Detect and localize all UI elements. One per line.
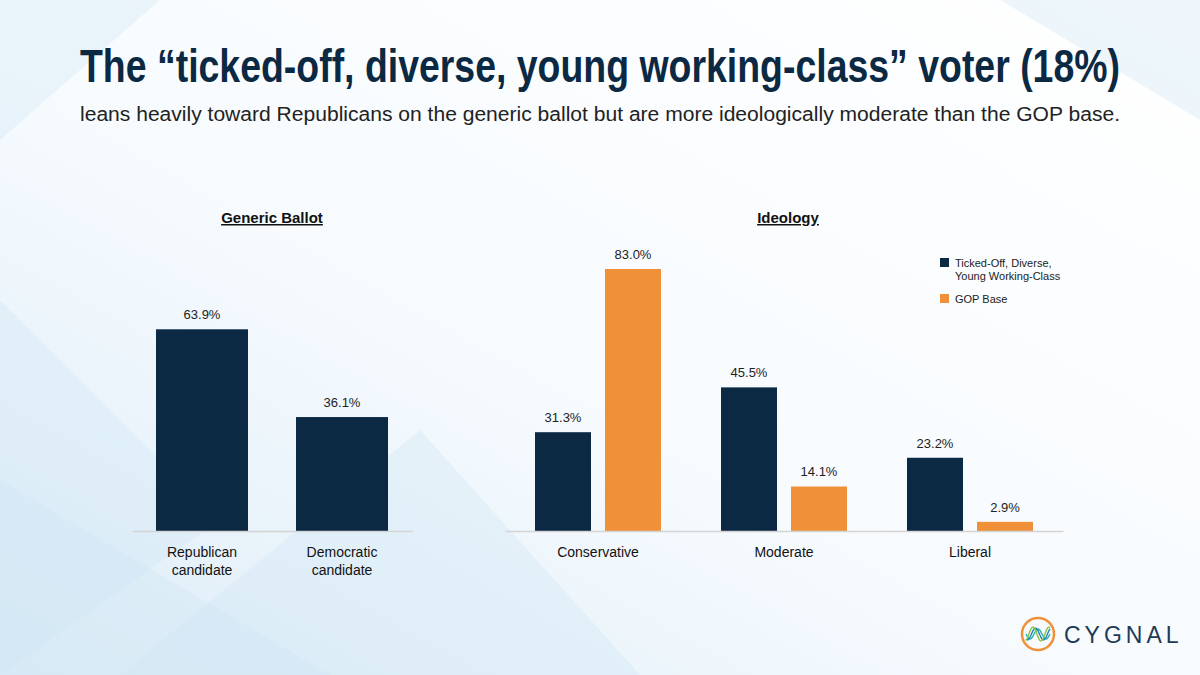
data-label: 36.1% xyxy=(324,395,361,410)
chart: Generic Ballot 63.9% 36.1% Republican candid… xyxy=(133,209,413,578)
bar xyxy=(721,387,777,531)
data-labels: 31.3% 45.5% 23.2% 83.0% 14.1% 2.9% xyxy=(545,247,1021,515)
bars xyxy=(156,329,388,531)
x-tick-label-line: candidate xyxy=(172,562,233,578)
legend-swatch xyxy=(940,294,949,303)
chart-title: Generic Ballot xyxy=(221,209,323,226)
x-tick-label: Liberal xyxy=(949,544,991,560)
chart: Ideology 31.3% 45.5% 23.2% 83.0% 14.1% 2.9% Con… xyxy=(506,209,1064,560)
x-tick-label-line: candidate xyxy=(312,562,373,578)
data-label: 63.9% xyxy=(184,307,221,322)
background xyxy=(0,0,1200,675)
data-label: 2.9% xyxy=(990,500,1020,515)
bar xyxy=(977,522,1033,531)
subtitle: leans heavily toward Republicans on the … xyxy=(80,103,1120,125)
x-tick-label: Republican candidate xyxy=(167,544,237,578)
data-label: 83.0% xyxy=(615,247,652,262)
x-tick-label-line: Liberal xyxy=(949,544,991,560)
x-axis-line xyxy=(133,531,413,533)
x-axis-line xyxy=(506,531,1064,533)
legend-label: GOP Base xyxy=(955,293,1007,305)
legend-label: Ticked-Off, Diverse,Young Working-Class xyxy=(955,257,1061,282)
bars xyxy=(535,269,1033,531)
x-tick-label-line: Democratic xyxy=(307,544,378,560)
legend-label-line: Young Working-Class xyxy=(955,270,1061,282)
logo-text: CYGNAL xyxy=(1064,622,1183,648)
x-tick-label: Moderate xyxy=(754,544,813,560)
bar xyxy=(156,329,248,531)
bar xyxy=(907,458,963,531)
x-tick: Conservative xyxy=(557,544,639,560)
chart-title: Ideology xyxy=(757,209,819,226)
chart-canvas: The “ticked-off, diverse, young working-… xyxy=(0,0,1200,675)
x-axis: Conservative Moderate Liberal xyxy=(506,532,1064,561)
data-label: 23.2% xyxy=(917,436,954,451)
x-axis: Republican candidate Democratic candidate xyxy=(133,532,413,579)
x-tick: Moderate xyxy=(754,544,813,560)
x-tick: Republican candidate xyxy=(167,544,237,578)
data-label: 45.5% xyxy=(731,365,768,380)
bar xyxy=(791,486,847,531)
x-tick: Liberal xyxy=(949,544,991,560)
legend-swatch xyxy=(940,258,949,267)
x-tick-label-line: Moderate xyxy=(754,544,813,560)
x-tick-label-line: Conservative xyxy=(557,544,639,560)
data-labels: 63.9% 36.1% xyxy=(184,307,361,410)
x-tick-label-line: Republican xyxy=(167,544,237,560)
x-tick: Democratic candidate xyxy=(307,544,378,578)
bar xyxy=(296,417,388,531)
bar xyxy=(605,269,661,531)
legend-label-line: Ticked-Off, Diverse, xyxy=(955,257,1052,269)
bar xyxy=(535,432,591,531)
logo-wave xyxy=(1026,627,1050,641)
data-label: 31.3% xyxy=(545,410,582,425)
logo: CYGNAL xyxy=(1022,618,1183,650)
x-tick-label: Democratic candidate xyxy=(307,544,378,578)
legend-label-line: GOP Base xyxy=(955,293,1007,305)
x-tick-label: Conservative xyxy=(557,544,639,560)
title: The “ticked-off, diverse, young working-… xyxy=(80,40,1120,92)
logo-ring xyxy=(1022,618,1054,650)
data-label: 14.1% xyxy=(801,464,838,479)
legend: Ticked-Off, Diverse,Young Working-Class G… xyxy=(940,257,1061,305)
